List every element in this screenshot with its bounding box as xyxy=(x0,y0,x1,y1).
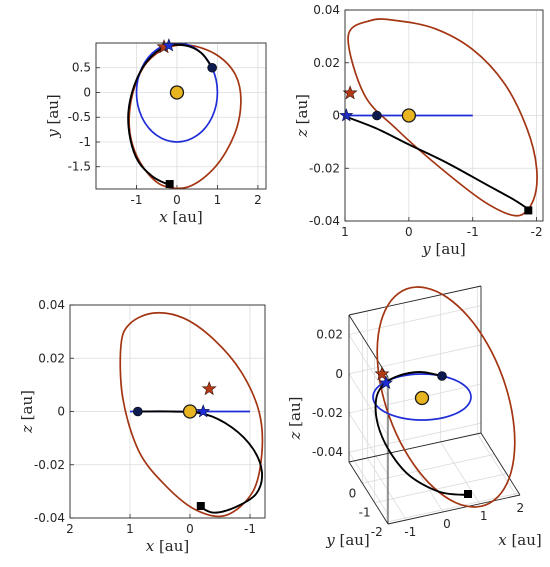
p3-marker-sun xyxy=(414,390,430,406)
p0-ytick-label: 0.5 xyxy=(72,61,91,75)
p2-marker-sun xyxy=(182,404,198,419)
p3-ylabel: y [au] xyxy=(325,531,370,549)
p2-marker-star_red xyxy=(201,381,217,396)
p0-ytick-label: 0 xyxy=(83,85,91,99)
p3-zgrid-side-2 xyxy=(348,412,389,476)
p2-xlabel: x [au] xyxy=(146,537,190,555)
p2-xtick-label: -1 xyxy=(244,522,256,536)
p3-zgrid-side-3 xyxy=(348,451,389,515)
p0-series-target_orbit xyxy=(128,44,242,189)
p3-edge-top-left xyxy=(348,314,389,378)
p1-series-transfer xyxy=(345,115,531,212)
p3-series-target_orbit xyxy=(376,286,516,508)
p2-ytick-label: -0.04 xyxy=(34,511,65,525)
p2-marker-star_blue xyxy=(196,404,211,418)
p3-xtick-label: 2 xyxy=(517,501,525,515)
p3-marker-square xyxy=(464,490,472,498)
p3-ztick-label: -0.04 xyxy=(312,445,343,459)
p1-marker-earth xyxy=(372,110,382,121)
p0-xtick-label: -1 xyxy=(130,193,142,207)
p3-ztick-label: 0.02 xyxy=(316,328,343,342)
p3-zgrid-back-1 xyxy=(348,344,482,375)
p3-edge-x xyxy=(387,494,521,525)
p3-series-transfer xyxy=(374,371,469,496)
p0-xtick-label: 2 xyxy=(254,193,262,207)
p2-xtick-label: 1 xyxy=(126,522,134,536)
p3-edge-y xyxy=(348,461,389,525)
p2-marker-square xyxy=(196,502,205,511)
p3-zlabel: z [au] xyxy=(286,397,304,441)
p1-xtick-label: -2 xyxy=(531,225,543,239)
p3-zgrid-back-3 xyxy=(348,422,482,453)
p3-xgrid-floor-3 xyxy=(476,433,517,497)
p0-plot-area xyxy=(127,43,242,189)
p3-xtick-label: 0 xyxy=(443,517,451,531)
p1-ytick-label: -0.02 xyxy=(309,161,340,175)
panel-top-right: 1 0 -1 -2 0.04 0.02 0 -0.02 -0.04 y [au] z [au] xyxy=(293,3,544,258)
p3-ztick-label: 0 xyxy=(335,367,343,381)
p0-ylabel: y [au] xyxy=(44,94,62,139)
p2-xtick-label: 0 xyxy=(186,522,194,536)
p3-zgrid-side-1 xyxy=(348,373,389,437)
p2-ytick-label: -0.02 xyxy=(34,458,65,472)
p3-ygrid-floor-2 xyxy=(362,453,495,484)
p1-series-target_orbit xyxy=(347,18,538,217)
panel-bottom-left: 2 1 0 -1 0.04 0.02 0 -0.02 -0.04 x [au] z [au] xyxy=(18,298,266,555)
p0-ytick-label: -0.5 xyxy=(68,110,91,124)
p3-xlabel: x [au] xyxy=(498,531,542,549)
p2-series-transfer xyxy=(137,410,264,514)
p3-marker-star_blue xyxy=(379,375,393,389)
p3-xtick-label: -1 xyxy=(404,525,416,539)
p3-edge-right-bottom xyxy=(480,432,521,496)
p0-marker-square xyxy=(165,180,174,189)
panel-top-left: -1 0 1 2 0.5 0 -0.5 -1 -1.5 x [au] y [au] xyxy=(44,38,267,226)
p0-xtick-label: 0 xyxy=(173,193,181,207)
p2-xtick-label: 2 xyxy=(66,522,74,536)
p1-ylabel: z [au] xyxy=(293,94,311,138)
p2-ylabel: z [au] xyxy=(18,390,36,434)
p1-axes-frame xyxy=(344,9,544,222)
p3-edge-top-back xyxy=(348,285,482,316)
p3-zgrid-back-0 xyxy=(348,305,482,335)
p3-marker-star_red xyxy=(374,366,390,381)
p1-xtick-label: -1 xyxy=(467,225,479,239)
p2-ytick-label: 0 xyxy=(57,405,65,419)
p1-marker-star_blue xyxy=(339,108,354,122)
p3-ytick-label: -2 xyxy=(371,525,383,539)
p2-ytick-label: 0.04 xyxy=(38,298,65,312)
p2-marker-earth xyxy=(133,406,143,417)
p3-ygrid-floor-1 xyxy=(374,473,507,504)
p1-marker-square xyxy=(524,206,533,215)
p3-xgrid-floor-2 xyxy=(440,441,481,505)
p2-series-target_orbit xyxy=(119,311,264,518)
p2-ytick-label: 0.02 xyxy=(38,351,65,365)
p0-marker-earth xyxy=(207,62,217,73)
p1-marker-sun xyxy=(401,108,417,123)
p0-axes-frame xyxy=(95,42,267,190)
p1-ytick-label: 0.02 xyxy=(313,56,340,70)
p1-ytick-label: 0.04 xyxy=(313,3,340,17)
p2-axes-frame xyxy=(69,304,266,519)
p3-xtick-label: 1 xyxy=(480,509,488,523)
p3-marker-earth xyxy=(437,371,447,381)
p3-ygrid-floor-0 xyxy=(386,492,519,523)
p3-ytick-label: 0 xyxy=(349,486,357,500)
p3-ztick-label: -0.02 xyxy=(312,406,343,420)
p0-ytick-label: -1.5 xyxy=(68,160,91,174)
p1-ytick-label: 0 xyxy=(332,109,340,123)
p3-edge-back-bottom xyxy=(348,432,482,463)
p0-xtick-label: 1 xyxy=(214,193,222,207)
p0-marker-sun xyxy=(169,85,185,100)
p0-xlabel: x [au] xyxy=(159,208,203,226)
p1-xlabel: y [au] xyxy=(421,240,466,258)
p3-ytick-label: -1 xyxy=(359,506,371,520)
p0-ytick-label: -1 xyxy=(79,135,91,149)
p1-xtick-label: 1 xyxy=(341,225,349,239)
p0-series-transfer xyxy=(127,43,213,185)
p1-xtick-label: 0 xyxy=(405,225,413,239)
p1-ytick-label: -0.04 xyxy=(309,214,340,228)
